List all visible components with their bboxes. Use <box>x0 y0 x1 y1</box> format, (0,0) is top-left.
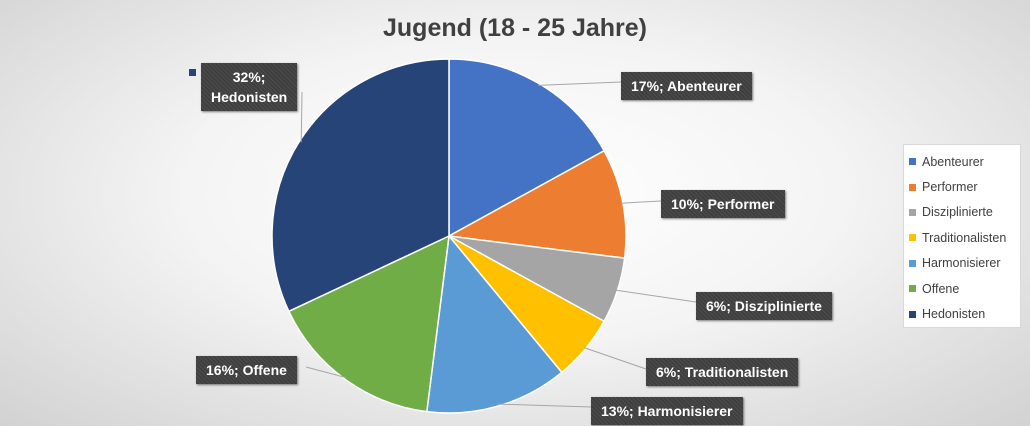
legend-item-offene: Offene <box>909 276 1020 301</box>
leader-line-abenteurer <box>538 81 622 86</box>
legend-item-abenteurer: Abenteurer <box>909 149 1020 174</box>
data-label-performer: 10%; Performer <box>661 190 785 218</box>
legend-item-performer: Performer <box>909 174 1020 199</box>
legend-item-hedonisten: Hedonisten <box>909 301 1020 326</box>
legend-label: Abenteurer <box>922 154 984 169</box>
legend-swatch <box>909 234 916 242</box>
pie-slice-offene <box>287 234 450 413</box>
hedonisten-label-legend-key <box>189 69 196 76</box>
legend-swatch <box>909 208 916 216</box>
leader-line-offene <box>305 366 347 379</box>
legend-swatch <box>909 158 916 166</box>
chart-title: Jugend (18 - 25 Jahre) <box>383 14 647 42</box>
legend-swatch <box>909 285 916 293</box>
leader-line-hedonisten <box>300 91 303 143</box>
data-label-disziplinierte: 6%; Disziplinierte <box>696 292 832 320</box>
data-label-offene: 16%; Offene <box>196 356 297 384</box>
leader-line-harmonisierer <box>497 403 592 408</box>
legend-swatch <box>909 183 916 191</box>
legend-item-disziplinierte: Disziplinierte <box>909 200 1020 225</box>
legend-label: Offene <box>922 281 960 296</box>
legend-label: Hedonisten <box>922 307 986 322</box>
legend-label: Harmonisierer <box>922 256 1001 271</box>
legend-item-traditionalisten: Traditionalisten <box>909 225 1020 250</box>
leader-line-performer <box>620 200 662 204</box>
legend-label: Disziplinierte <box>922 205 993 220</box>
pie-slice-hedonisten <box>271 58 450 313</box>
data-label-traditionalisten: 6%; Traditionalisten <box>646 358 799 386</box>
legend: Abenteurer Performer Disziplinierte Trad… <box>903 144 1021 328</box>
legend-label: Traditionalisten <box>922 230 1007 245</box>
data-label-hedonisten: 32%; Hedonisten <box>201 63 298 111</box>
data-label-abenteurer: 17%; Abenteurer <box>621 72 752 100</box>
legend-swatch <box>909 259 916 267</box>
data-label-harmonisierer: 13%; Harmonisierer <box>591 397 743 425</box>
leader-line-disziplinierte <box>615 289 697 303</box>
leader-line-traditionalisten <box>583 347 647 370</box>
pie-slice-harmonisierer <box>425 234 563 414</box>
legend-swatch <box>909 310 916 318</box>
legend-label: Performer <box>922 180 978 195</box>
pie-slice-abenteurer <box>448 58 606 238</box>
legend-item-harmonisierer: Harmonisierer <box>909 251 1020 276</box>
